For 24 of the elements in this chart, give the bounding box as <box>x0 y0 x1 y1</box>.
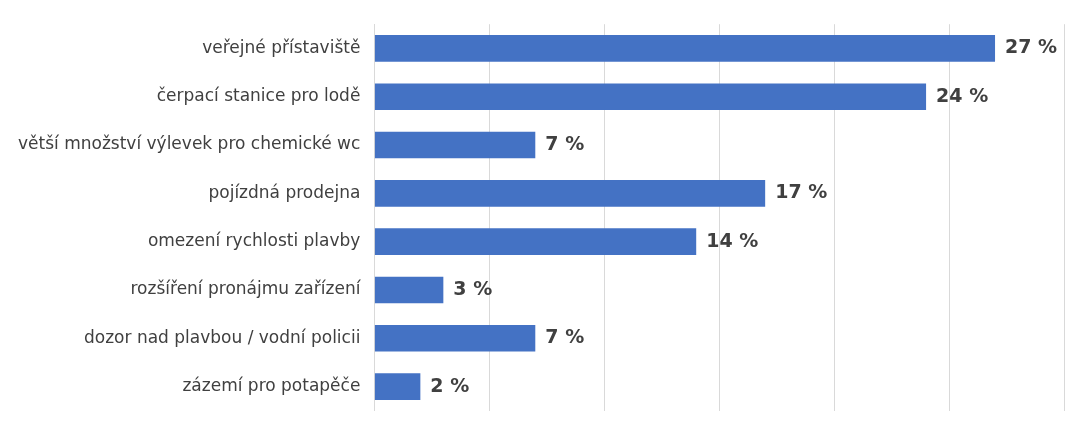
data-label: 2 % <box>430 373 470 396</box>
bar <box>374 228 697 255</box>
data-label: 7 % <box>545 325 585 348</box>
data-label: 14 % <box>706 228 759 251</box>
y-tick-label: omezení rychlosti plavby <box>147 230 361 251</box>
bar <box>374 131 536 159</box>
data-label: 7 % <box>545 131 585 154</box>
bar <box>374 276 444 304</box>
y-tick-label: dozor nad plavbou / vodní policii <box>84 326 361 347</box>
bar <box>374 35 996 62</box>
bar <box>374 373 421 400</box>
y-tick-label: zázemí pro potapěče <box>182 375 361 396</box>
data-label: 27 % <box>1005 35 1058 58</box>
data-label: 24 % <box>936 83 989 106</box>
y-tick-label: čerpací stanice pro lodě <box>156 85 361 106</box>
bar <box>374 325 536 352</box>
data-label: 17 % <box>775 180 828 203</box>
bar <box>374 180 766 207</box>
y-tick-label: rozšíření pronájmu zařízení <box>130 278 362 299</box>
y-tick-label: větší množství výlevek pro chemické wc <box>17 133 361 154</box>
y-tick-label: pojízdná prodejna <box>208 181 361 202</box>
bar <box>374 83 927 110</box>
y-tick-label: veřejné přístaviště <box>202 36 361 57</box>
data-label: 3 % <box>453 276 493 299</box>
